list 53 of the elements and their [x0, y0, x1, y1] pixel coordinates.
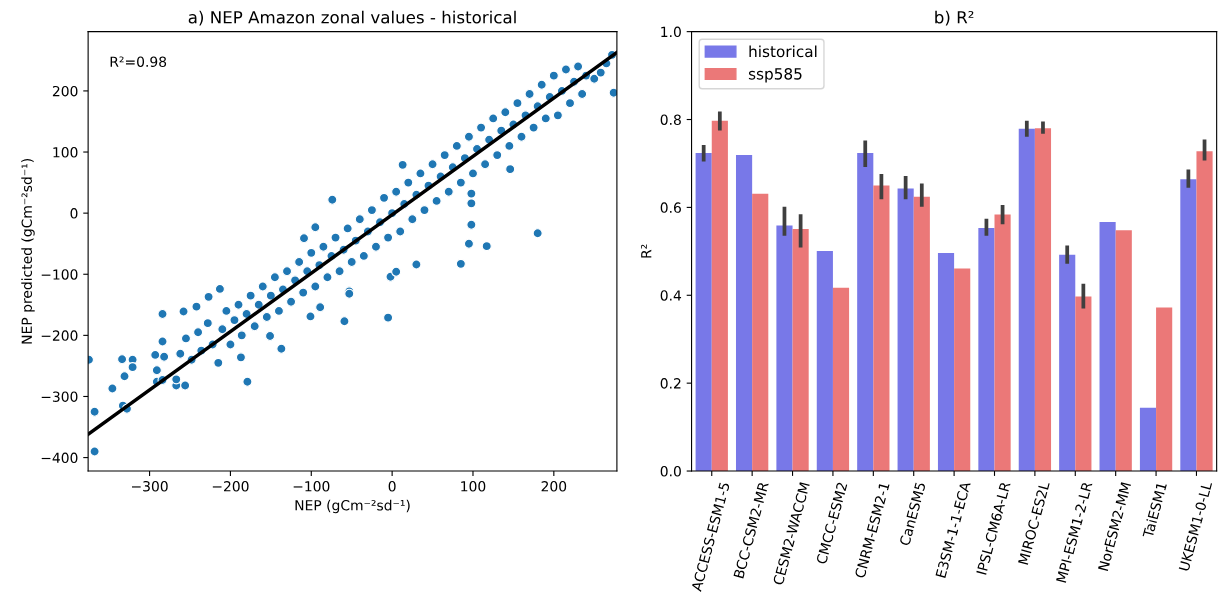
bar — [816, 250, 833, 472]
legend-label: historical — [749, 45, 817, 58]
y-tick-label: 1.0 — [661, 26, 681, 38]
bar — [913, 196, 930, 472]
chart-title: a) NEP Amazon zonal values - historical — [188, 10, 516, 26]
x-tick-label: −300 — [131, 481, 168, 492]
bar — [776, 225, 793, 472]
bar — [978, 228, 995, 472]
bar — [735, 155, 753, 472]
bar — [1196, 151, 1213, 472]
x-tick-label: 100 — [461, 481, 486, 492]
x-axis-title: NEP (gCm⁻²sd⁻¹) — [295, 499, 410, 514]
chart-title: b) R² — [935, 10, 974, 26]
bar — [752, 193, 769, 472]
bar — [832, 287, 850, 472]
bar — [711, 120, 728, 472]
y-tick-label: 0.4 — [660, 290, 682, 301]
annotation: R²=0.98 — [110, 56, 167, 67]
bar — [1180, 179, 1197, 472]
bar — [1059, 254, 1076, 472]
x-tick-label: 200 — [541, 481, 567, 492]
bar — [897, 188, 914, 472]
y-tick-label: 0.2 — [660, 378, 681, 389]
x-tick-label: −100 — [293, 481, 330, 492]
bar — [792, 228, 809, 472]
bar — [954, 268, 971, 472]
y-tick-label: −100 — [41, 269, 78, 280]
bar — [1139, 407, 1157, 472]
x-tick-label: −200 — [212, 481, 249, 492]
bar — [873, 185, 890, 472]
x-tick-label: 0 — [388, 481, 396, 492]
y-tick-label: −200 — [41, 330, 78, 341]
bar — [1018, 128, 1035, 472]
y-tick-label: −300 — [41, 391, 78, 402]
y-axis-title: NEP predicted (gCm⁻²sd⁻¹) — [21, 159, 35, 344]
bar — [1075, 296, 1092, 472]
y-tick-label: 0 — [70, 208, 78, 219]
bar — [1156, 307, 1173, 472]
y-tick-label: 0.8 — [660, 114, 681, 125]
bar — [1099, 221, 1116, 472]
bar — [1115, 230, 1132, 472]
y-tick-label: 0.6 — [660, 202, 681, 213]
bar — [994, 214, 1011, 472]
bar — [695, 152, 712, 472]
bar — [1034, 128, 1052, 472]
y-tick-label: −400 — [41, 452, 78, 464]
bar — [857, 152, 874, 472]
y-tick-label: 0.0 — [660, 466, 681, 477]
y-tick-label: 200 — [52, 85, 78, 97]
bar — [937, 253, 955, 472]
y-axis-title: R² — [641, 244, 652, 258]
legend-label: ssp585 — [748, 68, 802, 83]
y-tick-label: 100 — [53, 147, 78, 158]
